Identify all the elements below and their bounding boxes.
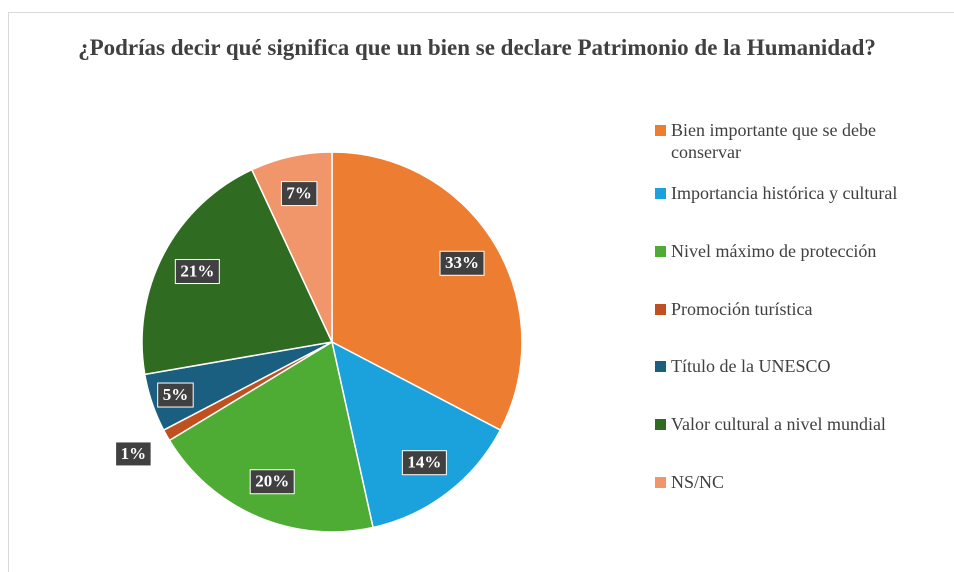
data-label-box xyxy=(157,382,194,408)
legend-label: Nivel máximo de protección xyxy=(671,240,877,261)
legend-item: Promoción turística xyxy=(655,298,945,320)
legend-label: Valor cultural a nivel mundial xyxy=(671,414,886,435)
data-label-text: 21% xyxy=(180,261,214,280)
data-label-text: 14% xyxy=(407,453,441,472)
data-label-box xyxy=(174,259,220,285)
data-label-text: 20% xyxy=(255,472,289,491)
chart-border xyxy=(8,12,954,572)
data-label: 20% xyxy=(249,469,295,495)
legend-label: Importancia histórica y cultural xyxy=(671,183,898,203)
legend-item: Nivel máximo de protección xyxy=(655,240,945,262)
data-label: 14% xyxy=(401,450,447,476)
chart-title: ¿Podrías decir qué significa que un bien… xyxy=(78,35,876,60)
data-label-text: 33% xyxy=(445,253,479,272)
data-label: 1% xyxy=(115,441,152,467)
data-label-box xyxy=(439,250,485,276)
legend-label: Título de la UNESCO xyxy=(671,356,831,377)
legend-label: Bien importante que se debe conservar xyxy=(671,120,876,162)
legend-swatch xyxy=(655,188,666,199)
legend-item: NS/NC xyxy=(655,471,945,493)
legend-label: NS/NC xyxy=(671,472,725,492)
data-label-text: 1% xyxy=(121,444,147,463)
legend-label: Promoción turística xyxy=(671,298,813,319)
data-label-text: 7% xyxy=(286,183,312,202)
data-label-text: 5% xyxy=(163,385,189,404)
data-label-box xyxy=(249,469,295,495)
legend-swatch xyxy=(655,245,666,257)
pie-slice xyxy=(168,340,374,533)
legend-swatch xyxy=(655,125,666,136)
data-label: 5% xyxy=(157,382,194,408)
pie-slice xyxy=(331,151,523,432)
legend-swatch xyxy=(655,419,666,431)
data-label: 7% xyxy=(280,181,318,207)
legend-swatch xyxy=(655,361,666,373)
legend-swatch xyxy=(655,477,666,488)
data-label: 21% xyxy=(174,259,220,285)
pie-slice xyxy=(141,168,334,376)
legend-item: Bien importante que se debe conservar xyxy=(655,119,945,163)
data-label-box xyxy=(115,441,152,467)
legend-swatch xyxy=(655,303,666,315)
data-label-box xyxy=(280,181,318,207)
data-label-box xyxy=(401,450,447,476)
pie-slice xyxy=(330,340,502,529)
legend-item: Título de la UNESCO xyxy=(655,355,945,377)
data-label: 33% xyxy=(439,250,485,276)
legend-item: Importancia histórica y cultural xyxy=(655,182,945,204)
legend-item: Valor cultural a nivel mundial xyxy=(655,413,945,435)
